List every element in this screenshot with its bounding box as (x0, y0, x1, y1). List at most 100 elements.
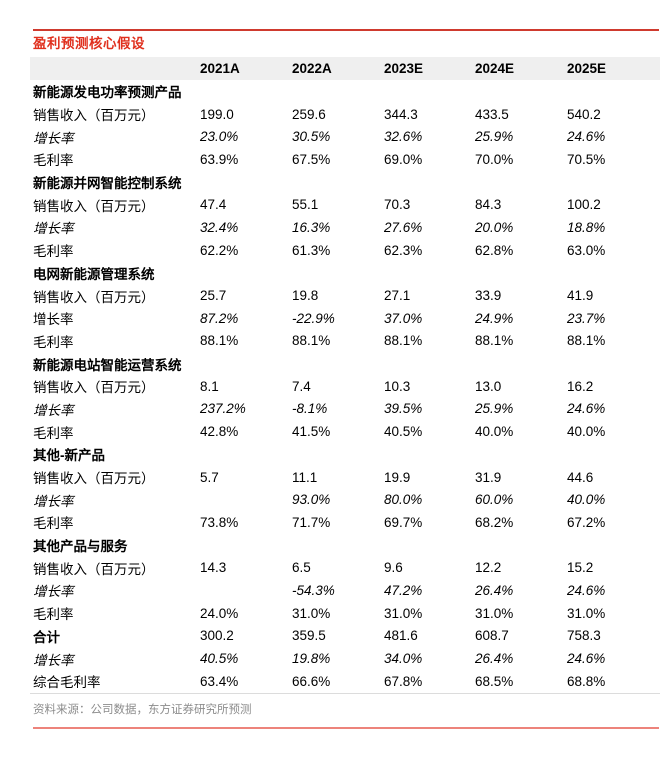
value-cell: 67.5% (292, 151, 331, 167)
section-row: 新能源电站智能运营系统 (30, 352, 660, 375)
value-cell: -8.1% (292, 401, 328, 417)
value-cell: 70.0% (475, 151, 514, 167)
table-row: 增长率 -54.3% 47.2% 26.4% 24.6% (30, 579, 660, 602)
value-cell (384, 443, 475, 466)
value-cell: 433.5 (475, 106, 509, 122)
value-cell: 540.2 (567, 106, 601, 122)
value-cell: 31.0% (292, 605, 331, 621)
value-cell: 20.0% (475, 219, 514, 235)
value-cell: 10.3 (384, 378, 411, 394)
value-cell: 80.0% (384, 492, 423, 508)
section-label: 新能源并网智能控制系统 (33, 176, 182, 192)
value-cell: 62.3% (384, 242, 423, 258)
value-cell: 31.0% (475, 605, 514, 621)
value-cell: 62.8% (475, 242, 514, 258)
section-row: 新能源发电功率预测产品 (30, 80, 660, 103)
value-cell: 259.6 (292, 106, 326, 122)
row-label: 销售收入（百万元） (33, 108, 155, 124)
value-cell (475, 534, 567, 557)
value-cell: 69.0% (384, 151, 423, 167)
value-cell: 31.9 (475, 469, 502, 485)
value-cell (200, 488, 292, 511)
table-row: 综合毛利率 63.4% 66.6% 67.8% 68.5% 68.8% (30, 669, 660, 694)
value-cell: 88.1% (292, 333, 331, 349)
value-cell: 30.5% (292, 129, 331, 145)
section-row: 其他产品与服务 (30, 534, 660, 557)
table-row: 毛利率 63.9% 67.5% 69.0% 70.0% 70.5% (30, 148, 660, 171)
value-cell: 32.6% (384, 129, 423, 145)
table-row: 增长率 87.2% -22.9% 37.0% 24.9% 23.7% (30, 307, 660, 330)
value-cell: 68.8% (567, 669, 660, 694)
value-cell: 16.2 (567, 378, 594, 394)
table-row: 销售收入（百万元） 199.0 259.6 344.3 433.5 540.2 (30, 103, 660, 126)
value-cell: 73.8% (200, 514, 239, 530)
row-label: 增长率 (33, 221, 74, 237)
row-label: 销售收入（百万元） (33, 289, 155, 305)
value-cell: 62.2% (200, 242, 239, 258)
value-cell: 12.2 (475, 560, 502, 576)
table-row: 增长率 93.0% 80.0% 60.0% 40.0% (30, 488, 660, 511)
value-cell (292, 443, 384, 466)
value-cell: 15.2 (567, 560, 594, 576)
value-cell (475, 352, 567, 375)
table-row: 毛利率 24.0% 31.0% 31.0% 31.0% 31.0% (30, 602, 660, 625)
value-cell: 14.3 (200, 560, 227, 576)
value-cell: 13.0 (475, 378, 502, 394)
value-cell: 33.9 (475, 288, 502, 304)
value-cell: -54.3% (292, 582, 335, 598)
row-label: 毛利率 (33, 334, 74, 350)
value-cell (567, 534, 660, 557)
row-label: 毛利率 (33, 153, 74, 169)
value-cell: 24.9% (475, 310, 514, 326)
value-cell: 100.2 (567, 197, 601, 213)
header-empty-cell (30, 57, 200, 80)
value-cell: 359.5 (292, 628, 326, 644)
value-cell (567, 262, 660, 285)
value-cell (292, 80, 384, 103)
row-label: 增长率 (33, 493, 74, 509)
value-cell: 19.9 (384, 469, 411, 485)
value-cell: 68.5% (475, 669, 567, 694)
value-cell: 63.9% (200, 151, 239, 167)
row-label: 毛利率 (33, 425, 74, 441)
value-cell (475, 171, 567, 194)
table-row: 毛利率 42.8% 41.5% 40.5% 40.0% 40.0% (30, 420, 660, 443)
value-cell (384, 352, 475, 375)
table-row: 增长率 237.2% -8.1% 39.5% 25.9% 24.6% (30, 398, 660, 421)
value-cell: 40.5% (200, 651, 239, 667)
value-cell: 47.4 (200, 197, 227, 213)
value-cell: 31.0% (567, 605, 606, 621)
value-cell (200, 262, 292, 285)
value-cell: 55.1 (292, 197, 319, 213)
value-cell (475, 443, 567, 466)
value-cell (384, 262, 475, 285)
value-cell (292, 171, 384, 194)
value-cell: 34.0% (384, 651, 423, 667)
value-cell: 24.0% (200, 605, 239, 621)
value-cell: 9.6 (384, 560, 403, 576)
value-cell: 24.6% (567, 129, 606, 145)
table-row: 增长率 40.5% 19.8% 34.0% 26.4% 24.6% (30, 647, 660, 670)
value-cell: 69.7% (384, 514, 423, 530)
value-cell: 84.3 (475, 197, 502, 213)
value-cell: 5.7 (200, 469, 219, 485)
section-row: 新能源并网智能控制系统 (30, 171, 660, 194)
value-cell: 42.8% (200, 424, 239, 440)
value-cell (200, 171, 292, 194)
value-cell: 71.7% (292, 514, 331, 530)
value-cell (567, 443, 660, 466)
value-cell: 23.7% (567, 310, 606, 326)
value-cell: 11.1 (292, 469, 318, 485)
value-cell (292, 262, 384, 285)
section-label: 新能源发电功率预测产品 (33, 85, 182, 101)
row-label: 销售收入（百万元） (33, 380, 155, 396)
value-cell: 88.1% (384, 333, 423, 349)
section-label: 其他-新产品 (33, 448, 105, 464)
value-cell: -22.9% (292, 310, 335, 326)
value-cell: 25.9% (475, 129, 514, 145)
value-cell (200, 80, 292, 103)
value-cell (475, 262, 567, 285)
header-year-2025e: 2025E (567, 61, 607, 76)
table-row: 增长率 23.0% 30.5% 32.6% 25.9% 24.6% (30, 125, 660, 148)
value-cell: 67.2% (567, 514, 606, 530)
